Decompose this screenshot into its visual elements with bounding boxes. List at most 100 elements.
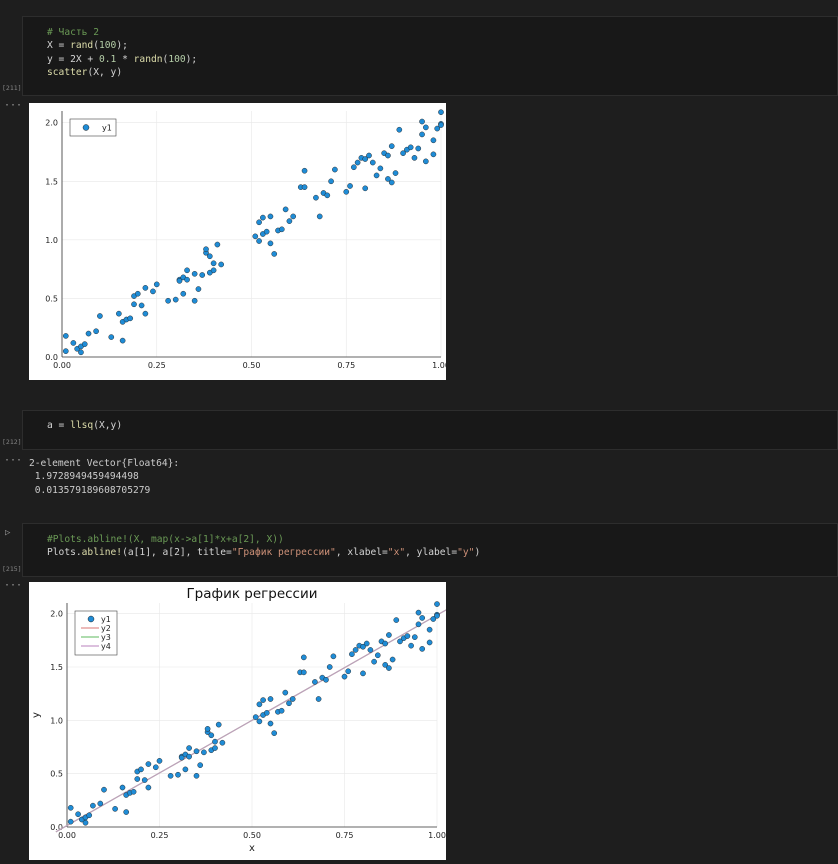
data-point [408, 642, 414, 649]
code-token: llsq [70, 420, 94, 431]
data-point [199, 272, 206, 278]
data-point [341, 673, 348, 680]
code-editor-1[interactable]: # Часть 2 X = rand(100); y = 2X + 0.1 * … [47, 26, 197, 80]
data-point [343, 189, 350, 195]
data-point [138, 766, 144, 773]
data-point [430, 616, 437, 622]
output-line: 2-element Vector{Float64}: [29, 458, 180, 469]
data-point [423, 158, 429, 165]
play-icon[interactable]: ▷ [5, 528, 11, 538]
code-editor-2[interactable]: a = llsq(X,y) [47, 419, 122, 432]
code-cell-2[interactable]: a = llsq(X,y) [22, 410, 838, 450]
data-point [260, 214, 266, 221]
code-editor-3[interactable]: #Plots.abline!(X, map(x->a[1]*x+a[2], X)… [47, 533, 480, 560]
regression-plot: 0.00 0.25 0.50 0.75 1.00 0.0 0.5 1.0 1.5 2.0 y1 y2 y… [29, 582, 446, 860]
data-point [300, 669, 307, 676]
data-point [108, 334, 115, 340]
data-point [367, 647, 374, 653]
x-axis-label: x [249, 843, 255, 854]
data-point [152, 764, 159, 771]
data-point [252, 233, 259, 240]
data-point [85, 330, 92, 337]
data-point [191, 271, 198, 277]
data-point [184, 276, 190, 283]
data-point [204, 726, 211, 732]
data-point [388, 143, 395, 149]
data-point [267, 696, 274, 702]
y-tick-label: 1.5 [45, 177, 58, 186]
x-tick-label: 0.00 [58, 831, 76, 840]
data-point [301, 167, 308, 174]
data-point [62, 348, 69, 354]
data-point [165, 297, 171, 304]
data-point [78, 349, 84, 356]
code-comment: # Часть 2 [47, 27, 99, 38]
data-point [278, 707, 285, 714]
legend-marker-y1 [82, 124, 90, 131]
data-point [315, 696, 322, 702]
data-point [386, 665, 392, 671]
data-point [263, 710, 270, 716]
data-point [119, 337, 126, 344]
data-point [208, 732, 215, 739]
data-point [300, 654, 307, 661]
output-ellipsis-button[interactable]: ··· [4, 580, 23, 591]
x-tick-label: 0.25 [151, 831, 169, 840]
y-tick-label: 2.0 [45, 119, 58, 128]
data-point [145, 761, 152, 767]
code-cell-3[interactable]: #Plots.abline!(X, map(x->a[1]*x+a[2], X)… [22, 523, 838, 577]
data-point [426, 626, 433, 633]
data-point [180, 290, 187, 297]
data-point [172, 296, 179, 303]
data-point [175, 771, 181, 778]
data-point [97, 800, 104, 807]
regression-line-y4 [55, 609, 446, 833]
data-point [389, 656, 396, 663]
code-token: scatter [47, 67, 88, 79]
data-point [67, 818, 74, 825]
data-point [130, 788, 137, 795]
data-point [430, 137, 437, 144]
data-point [138, 302, 145, 309]
output-ellipsis-button[interactable]: ··· [4, 455, 23, 466]
data-point [116, 310, 122, 317]
data-point [419, 615, 426, 621]
data-point [328, 178, 334, 185]
data-point [256, 219, 262, 226]
legend-label-y1: y1 [102, 124, 112, 133]
data-point [397, 638, 403, 645]
data-point [176, 278, 183, 284]
output-ellipsis-button[interactable]: ··· [4, 100, 23, 111]
y-tick-label: 2.0 [50, 610, 63, 619]
data-point [286, 700, 292, 707]
data-point [312, 679, 318, 685]
code-token: , ylabel= [405, 547, 458, 559]
code-token: "x" [387, 547, 406, 559]
data-point [415, 621, 422, 628]
data-point [97, 313, 103, 319]
data-point [289, 696, 296, 702]
data-point [330, 653, 337, 660]
x-tick-label: 0.50 [243, 831, 261, 840]
x-tick-label: 1.00 [432, 361, 446, 370]
data-point [324, 192, 331, 199]
data-point [415, 145, 422, 152]
data-point [210, 260, 217, 267]
data-point [316, 213, 323, 220]
data-point [267, 213, 274, 220]
y-tick-label: 1.0 [45, 236, 58, 245]
data-point [218, 261, 225, 268]
execution-count: [212] [2, 438, 22, 446]
legend-label-y1: y1 [101, 615, 111, 624]
code-token: ); [116, 40, 128, 52]
code-cell-1[interactable]: # Часть 2 X = rand(100); y = 2X + 0.1 * … [22, 16, 838, 96]
data-point [396, 126, 403, 133]
data-point [419, 118, 425, 125]
code-token: ( [93, 40, 99, 52]
data-point [404, 633, 411, 639]
y-tick-label: 0.5 [45, 294, 58, 303]
data-point [385, 176, 391, 182]
code-token: ( [162, 53, 169, 65]
data-point [210, 267, 217, 274]
data-point [347, 183, 353, 189]
